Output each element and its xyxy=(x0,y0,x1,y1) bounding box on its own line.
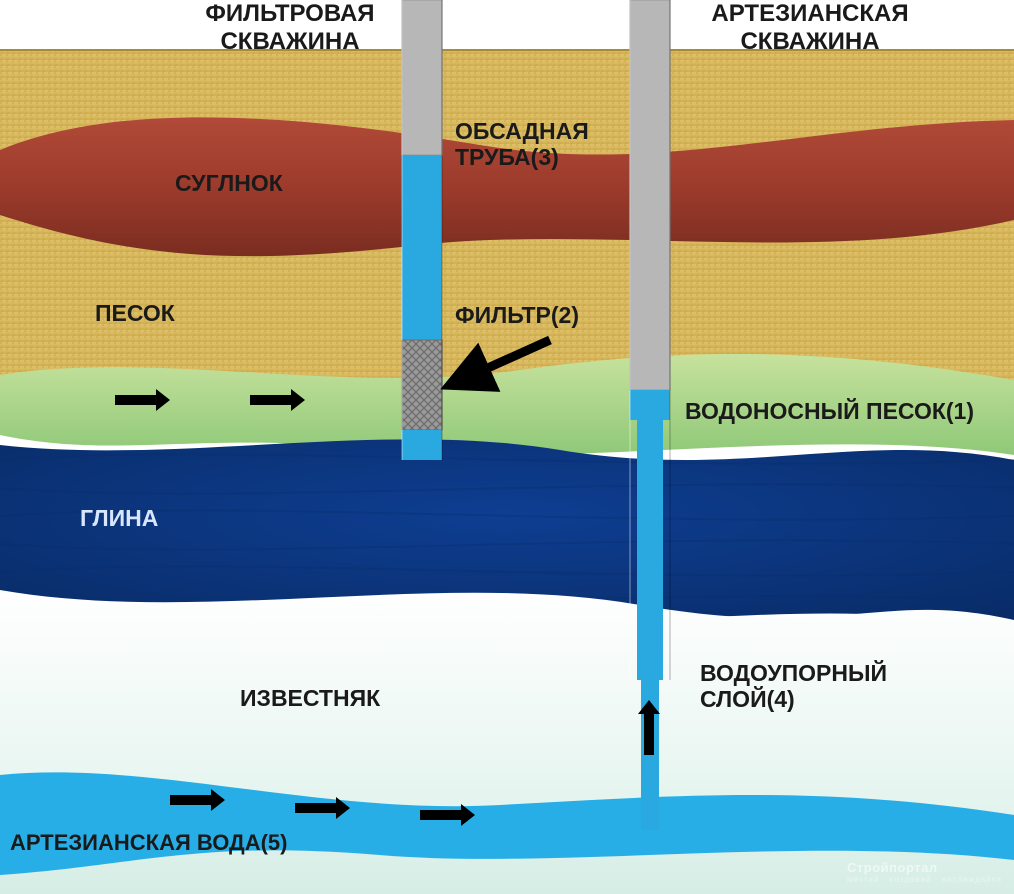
title-artesian-well: АРТЕЗИАНСКАЯ СКВАЖИНА xyxy=(680,0,940,55)
watermark: Стройпортал мечтай · создавай · наслажда… xyxy=(847,860,1002,884)
title-filter-well: ФИЛЬТРОВАЯ СКВАЖИНА xyxy=(175,0,405,55)
label-filter: ФИЛЬТР(2) xyxy=(455,302,579,328)
label-sand: ПЕСОК xyxy=(95,300,175,326)
label-clay: ГЛИНА xyxy=(80,505,158,531)
watermark-sub: мечтай · создавай · наслаждайся xyxy=(847,875,1002,884)
label-aquiclude: ВОДОУПОРНЫЙ СЛОЙ(4) xyxy=(700,660,887,713)
label-limestone: ИЗВЕСТНЯК xyxy=(240,685,380,711)
label-aquifer-sand: ВОДОНОСНЫЙ ПЕСОК(1) xyxy=(685,398,974,424)
label-artesian-water: АРТЕЗИАНСКАЯ ВОДА(5) xyxy=(10,830,288,855)
watermark-main: Стройпортал xyxy=(847,860,938,875)
label-loam: СУГЛНОК xyxy=(175,170,283,196)
diagram-stage: ФИЛЬТРОВАЯ СКВАЖИНА АРТЕЗИАНСКАЯ СКВАЖИН… xyxy=(0,0,1014,894)
label-casing: ОБСАДНАЯ ТРУБА(3) xyxy=(455,118,589,171)
